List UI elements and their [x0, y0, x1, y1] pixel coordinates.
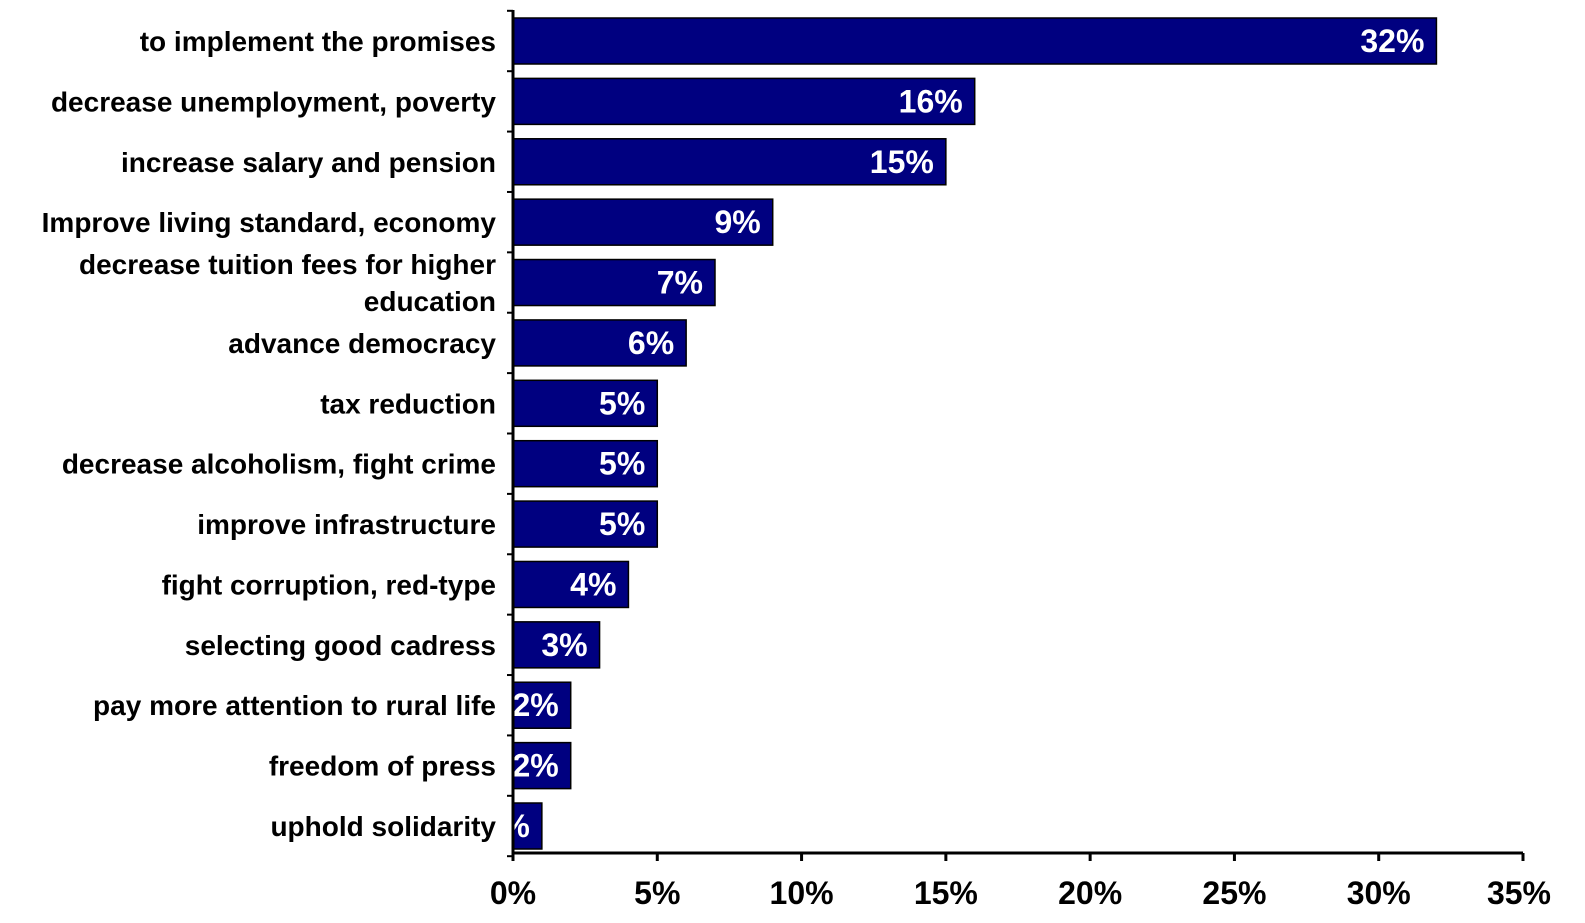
data-labels: 32% 16% 15% 9% 7% 6% 5% 5% 5% 4% 3% 2% 2% 1% — [484, 23, 1424, 844]
category-label: decrease tuition fees for higher educatio… — [79, 249, 496, 317]
data-label: 7% — [657, 265, 703, 301]
x-tick-label: 25% — [1202, 875, 1266, 911]
bar — [512, 439, 659, 488]
data-label: 6% — [628, 325, 674, 361]
category-label: to implement the promises — [140, 26, 496, 57]
data-label: 3% — [541, 627, 587, 663]
bar — [512, 77, 976, 126]
category-label: advance democracy — [228, 328, 496, 359]
bar — [512, 741, 572, 790]
x-tick-label: 10% — [770, 875, 834, 911]
category-labels: to implement the promises decrease unempl… — [42, 26, 497, 842]
category-label: fight corruption, red-type — [162, 569, 496, 600]
data-label: 5% — [599, 385, 645, 421]
axes — [507, 9, 1523, 858]
category-label: decrease alcoholism, fight crime — [62, 449, 496, 480]
x-ticks: 0% 5% 10% 15% 20% 25% 30% 35% — [490, 853, 1551, 911]
bar — [512, 802, 543, 850]
category-label: uphold solidarity — [270, 811, 496, 842]
bar — [512, 198, 774, 246]
data-label: 1% — [484, 808, 530, 844]
data-label: 4% — [570, 566, 616, 602]
data-label: 32% — [1360, 23, 1424, 59]
category-label: decrease unemployment, poverty — [51, 86, 496, 117]
category-label: increase salary and pension — [121, 147, 496, 178]
bar — [512, 319, 687, 367]
bar — [512, 621, 601, 669]
category-label: freedom of press — [269, 751, 496, 782]
data-label: 5% — [599, 506, 645, 542]
data-label: 2% — [512, 687, 558, 723]
bar — [512, 258, 716, 307]
x-tick-label: 20% — [1058, 875, 1122, 911]
x-tick-label: 15% — [914, 875, 978, 911]
data-label: 5% — [599, 446, 645, 482]
category-label: selecting good cadress — [185, 630, 496, 661]
x-tick-label: 0% — [490, 875, 536, 911]
x-tick-label: 5% — [634, 875, 680, 911]
x-tick-label: 35% — [1487, 875, 1551, 911]
bars — [512, 17, 1438, 850]
category-label: Improve living standard, economy — [42, 207, 497, 238]
category-label: improve infrastructure — [197, 509, 496, 540]
data-label: 9% — [714, 204, 760, 240]
category-label: pay more attention to rural life — [93, 690, 496, 721]
x-tick-label: 30% — [1347, 875, 1411, 911]
category-label: tax reduction — [320, 388, 496, 419]
bar — [512, 138, 947, 186]
data-label: 2% — [512, 748, 558, 784]
bar — [512, 681, 572, 729]
data-label: 16% — [899, 83, 963, 119]
bar — [512, 17, 1438, 65]
data-label: 15% — [870, 144, 934, 180]
